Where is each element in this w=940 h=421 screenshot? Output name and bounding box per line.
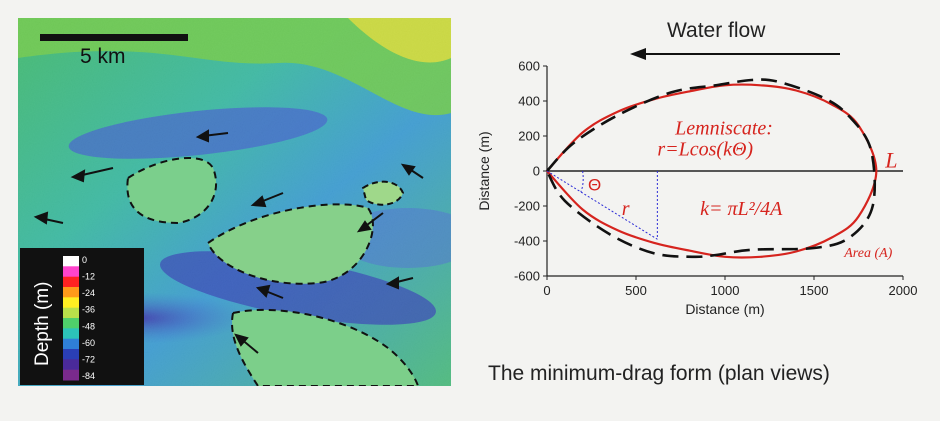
flow-arrows: [33, 129, 424, 354]
legend-tick-label: -24: [82, 288, 95, 298]
area-label: Area (A): [843, 246, 892, 261]
scale-label: 5 km: [80, 45, 126, 68]
x-axis-label: Distance (m): [685, 301, 764, 317]
lemniscate-plot: Water flow 0 500 1000 1500 2000 600 400 200 0 -20…: [460, 10, 930, 390]
legend-tick-label: -60: [82, 338, 95, 348]
island-outline: [231, 308, 420, 386]
y-axis-label: Distance (m): [476, 131, 492, 210]
legend-color-swatch: [63, 307, 79, 319]
x-tick-label: 0: [543, 283, 550, 298]
lemniscate-title: Lemniscate:: [674, 117, 773, 139]
legend-tick-label: -12: [82, 272, 95, 282]
y-tick-label: -400: [514, 234, 540, 249]
lemniscate-curve: [546, 83, 878, 259]
legend-color-swatch: [63, 369, 79, 381]
x-tick-label: 500: [625, 283, 647, 298]
caption: The minimum-drag form (plan views): [488, 362, 830, 385]
theta-label: Θ: [588, 175, 601, 194]
lemniscate-equation: r=Lcos(kΘ): [657, 138, 753, 160]
island-outline: [206, 203, 374, 285]
legend-color-swatch: [63, 328, 79, 340]
radius-line: [546, 170, 658, 240]
k-equation: k= πL²/4A: [700, 198, 783, 220]
legend-color-swatch: [63, 359, 79, 371]
legend-tick-label: 0: [82, 255, 87, 265]
plot-annotations: Lemniscate:r=Lcos(kΘ) L Θr k= πL²/4A Area (A…: [546, 117, 897, 261]
radius-label: r: [622, 198, 630, 220]
bathymetry-map-image: 5 km Depth (m) 0 -12 -24 -36 -48 -60 -72 -84: [18, 18, 451, 386]
y-tick-label: 200: [518, 129, 540, 144]
bathymetry-map: 5 km Depth (m) 0 -12 -24 -36 -48 -60 -72 -84: [18, 18, 451, 386]
y-tick-label: 600: [518, 59, 540, 74]
flow-arrow-head: [630, 48, 646, 60]
island-outline: [361, 180, 405, 206]
legend-tick-label: -48: [82, 321, 95, 331]
legend-tick-label: -84: [82, 371, 95, 381]
legend-color-swatch: [63, 318, 79, 329]
legend-color-swatch: [63, 276, 79, 288]
length-label: L: [884, 148, 897, 173]
legend-colorbar: [63, 256, 79, 381]
legend-color-swatch: [63, 338, 79, 350]
plot-curves: [545, 78, 878, 259]
island-outline-curve: [545, 78, 877, 259]
legend-color-swatch: [63, 287, 79, 298]
legend-ticks: 0 -12 -24 -36 -48 -60 -72 -84: [82, 255, 95, 381]
plot-svg: Water flow 0 500 1000 1500 20006004002000-20…: [476, 19, 917, 318]
y-tick-label: -200: [514, 199, 540, 214]
legend-box: [20, 248, 144, 385]
x-tick-label: 1500: [800, 283, 829, 298]
legend-color-swatch: [63, 266, 79, 278]
x-tick-label: 1000: [711, 283, 740, 298]
legend-tick-label: -72: [82, 354, 95, 364]
x-tick-label: 2000: [889, 283, 918, 298]
legend-title: Depth (m): [32, 282, 53, 366]
legend-color-swatch: [63, 349, 79, 360]
y-tick-label: -600: [514, 269, 540, 284]
y-tick-label: 400: [518, 94, 540, 109]
plot-axes: 0 500 1000 1500 20006004002000-200-400-600Di…: [476, 59, 917, 318]
legend-tick-label: -36: [82, 305, 95, 315]
legend-color-swatch: [63, 256, 79, 267]
flow-label: Water flow: [667, 19, 766, 42]
island-outline: [126, 157, 218, 225]
legend-color-swatch: [63, 297, 79, 309]
scale-bar: [40, 34, 188, 41]
angle-arc: [580, 170, 584, 193]
y-tick-label: 0: [533, 164, 540, 179]
